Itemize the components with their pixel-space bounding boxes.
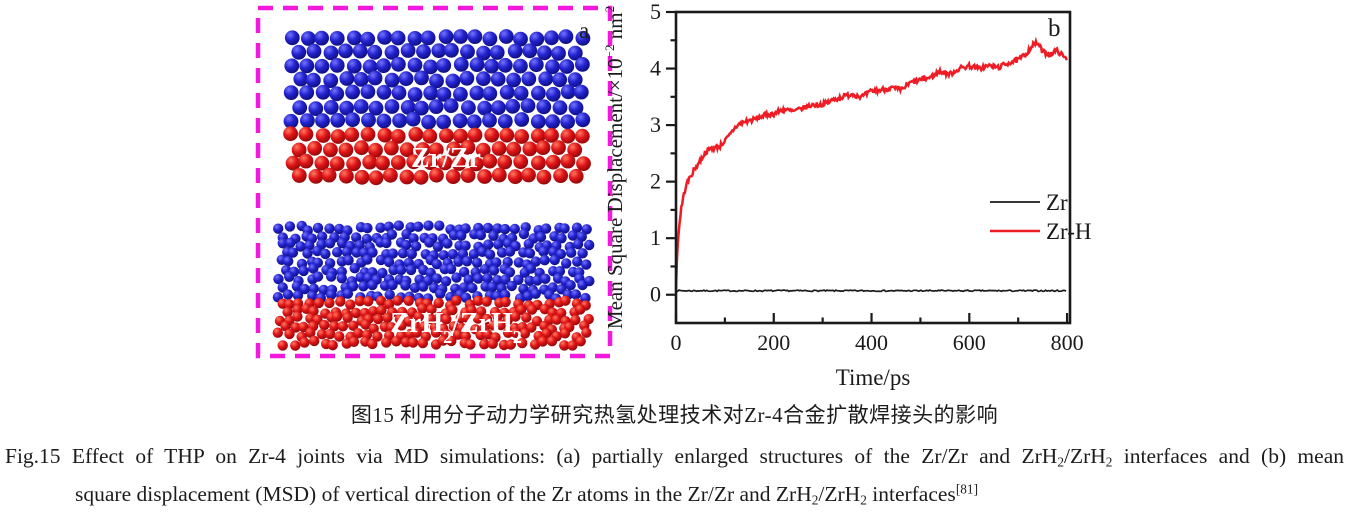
svg-text:400: 400 [855, 330, 888, 355]
caption-chinese: 图15 利用分子动力学研究热氢处理技术对Zr-4合金扩散焊接头的影响 [350, 403, 999, 427]
panel-a-dashed-border [255, 5, 613, 359]
y-axis-label: Mean Square Displacement/×10−2 nm2 [602, 6, 627, 329]
svg-text:0: 0 [671, 330, 682, 355]
svg-text:200: 200 [757, 330, 790, 355]
svg-text:600: 600 [953, 330, 986, 355]
series-line-zr [676, 289, 1067, 293]
chart-axes [674, 10, 1072, 325]
chart-tick-labels: 0 1 2 3 4 5 0 200 400 600 800 [650, 0, 1084, 355]
label-zrh2-zrh2: ZrH2/ZrH2 [390, 308, 522, 347]
caption-english-line1: Fig.15 Effect of THP on Zr-4 joints via … [5, 444, 1344, 470]
label-zr-zr: Zr/Zr [411, 143, 481, 174]
panel-b-msd-chart: 0 1 2 3 4 5 0 200 400 600 800 Time/ps Mean Square Di… [602, 0, 1092, 390]
legend-label-zr: Zr [1046, 190, 1068, 215]
panel-a-interface-structures: Zr/Zr ZrH2/ZrH2 a [255, 5, 613, 359]
series-line-zr-h [676, 36, 1068, 290]
svg-text:3: 3 [650, 112, 661, 137]
svg-text:1: 1 [650, 225, 661, 250]
figure-graphics: Zr/Zr ZrH2/ZrH2 a 0 1 2 3 4 5 0 200 400 600 800 Time/… [255, 0, 1092, 390]
svg-text:800: 800 [1051, 330, 1084, 355]
svg-text:4: 4 [650, 56, 661, 81]
structure-zrh2-zrh2: ZrH2/ZrH2 [272, 220, 595, 351]
chart-legend: Zr Zr-H [990, 190, 1092, 244]
caption-english-line2: square displacement (MSD) of vertical di… [75, 481, 979, 508]
svg-text:2: 2 [650, 169, 661, 194]
svg-text:5: 5 [650, 0, 661, 24]
svg-text:0: 0 [650, 282, 661, 307]
panel-b-label: b [1048, 15, 1061, 42]
legend-label-zr-h: Zr-H [1046, 219, 1092, 244]
chart-ticks [666, 10, 1069, 323]
structure-zr-zr: Zr/Zr [283, 29, 591, 186]
panel-a-label: a [579, 18, 589, 43]
chart-series [676, 36, 1068, 293]
x-axis-label: Time/ps [836, 365, 911, 390]
